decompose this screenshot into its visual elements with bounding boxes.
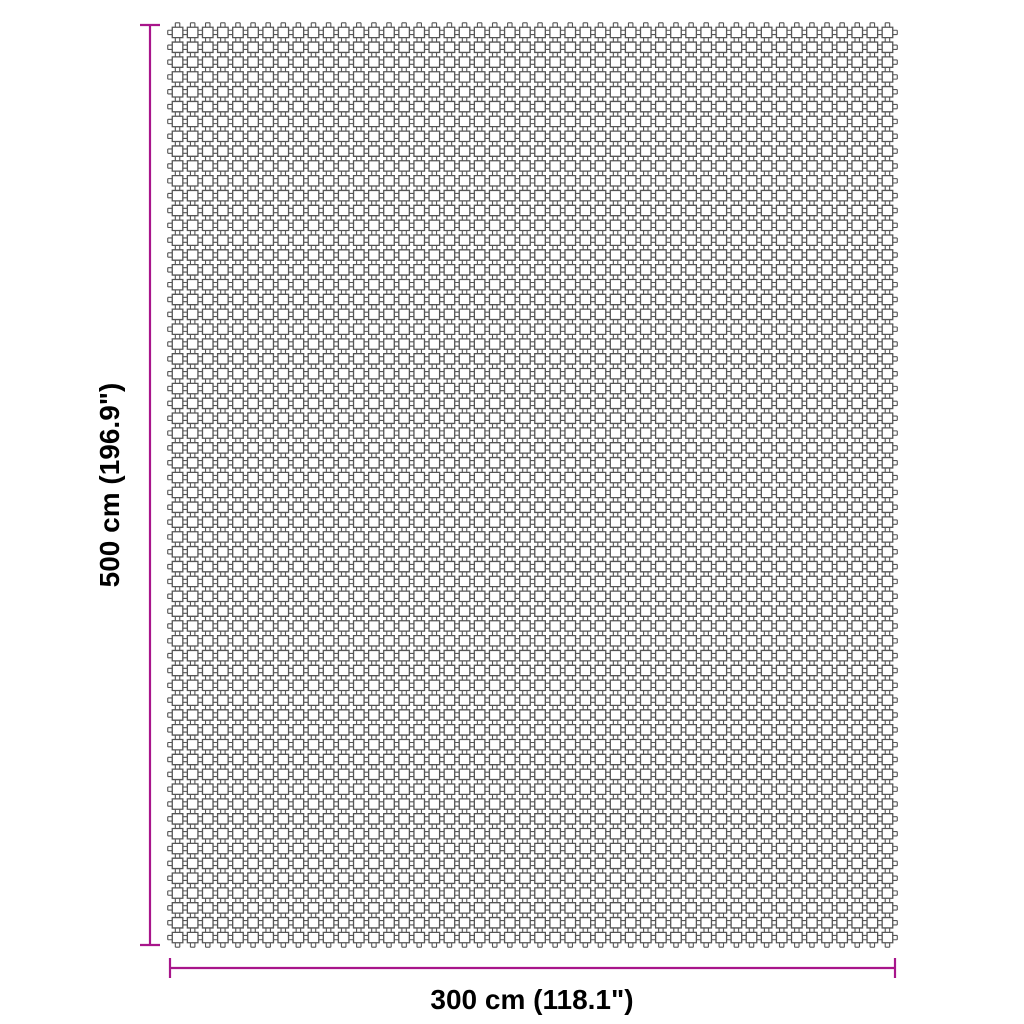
diagram-canvas: 300 cm (118.1") 500 cm (196.9")	[0, 0, 1024, 1024]
height-dimension-label: 500 cm (196.9")	[94, 383, 126, 588]
width-dimension-label: 300 cm (118.1")	[430, 984, 633, 1016]
diagram-svg	[0, 0, 1024, 1024]
